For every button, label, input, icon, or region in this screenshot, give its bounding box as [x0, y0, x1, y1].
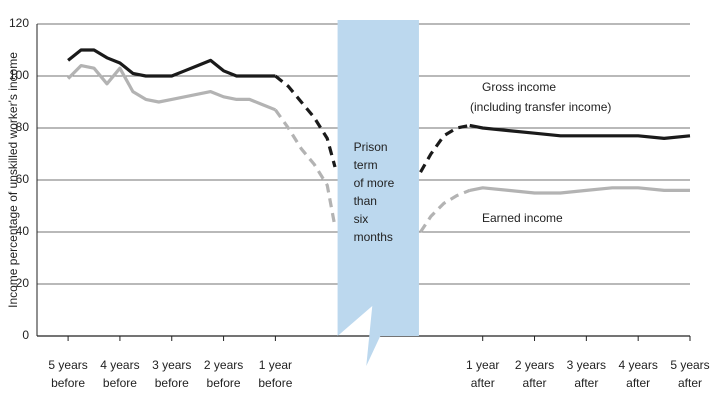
- y-tick-label: 60: [16, 172, 30, 186]
- band-label: term: [354, 158, 378, 172]
- y-tick-label: 80: [16, 120, 30, 134]
- x-tick-label: before: [258, 376, 292, 390]
- y-axis-label: Income percentage of unskilled worker's …: [6, 52, 20, 308]
- line: [66, 63, 690, 195]
- x-tick-label: 5 years: [48, 358, 87, 372]
- x-tick-label: 4 years: [618, 358, 657, 372]
- x-tick-label: 3 years: [152, 358, 191, 372]
- x-tick-label: after: [574, 376, 598, 390]
- x-tick-label: after: [678, 376, 702, 390]
- x-tick-label: 2 years: [204, 358, 243, 372]
- x-tick-label: before: [155, 376, 189, 390]
- y-tick-label: 40: [16, 224, 30, 238]
- band-label: of more: [354, 176, 395, 190]
- x-tick-label: 5 years: [670, 358, 709, 372]
- x-tick-label: 1 year: [466, 358, 499, 372]
- band-label: than: [354, 194, 377, 208]
- x-tick-label: 4 years: [100, 358, 139, 372]
- x-tick-label: before: [51, 376, 85, 390]
- x-tick-label: after: [626, 376, 650, 390]
- series-label: (including transfer income): [470, 100, 611, 114]
- prison-band: [337, 20, 419, 366]
- y-tick-label: 0: [22, 328, 29, 342]
- y-tick-label: 120: [9, 16, 29, 30]
- dashed-line: [274, 74, 471, 173]
- y-tick-label: 20: [16, 276, 30, 290]
- x-tick-label: before: [207, 376, 241, 390]
- x-tick-label: 2 years: [515, 358, 554, 372]
- dashed-line: [274, 108, 471, 233]
- series-label: Gross income: [482, 80, 556, 94]
- x-tick-label: after: [471, 376, 495, 390]
- x-tick-label: after: [523, 376, 547, 390]
- series-label: Earned income: [482, 211, 563, 225]
- x-tick-label: before: [103, 376, 137, 390]
- band-label: months: [354, 230, 393, 244]
- x-tick-label: 3 years: [567, 358, 606, 372]
- y-tick-label: 100: [9, 68, 29, 82]
- line: [67, 48, 691, 140]
- band-label: six: [354, 212, 369, 226]
- band-label: Prison: [354, 140, 388, 154]
- x-tick-label: 1 year: [259, 358, 292, 372]
